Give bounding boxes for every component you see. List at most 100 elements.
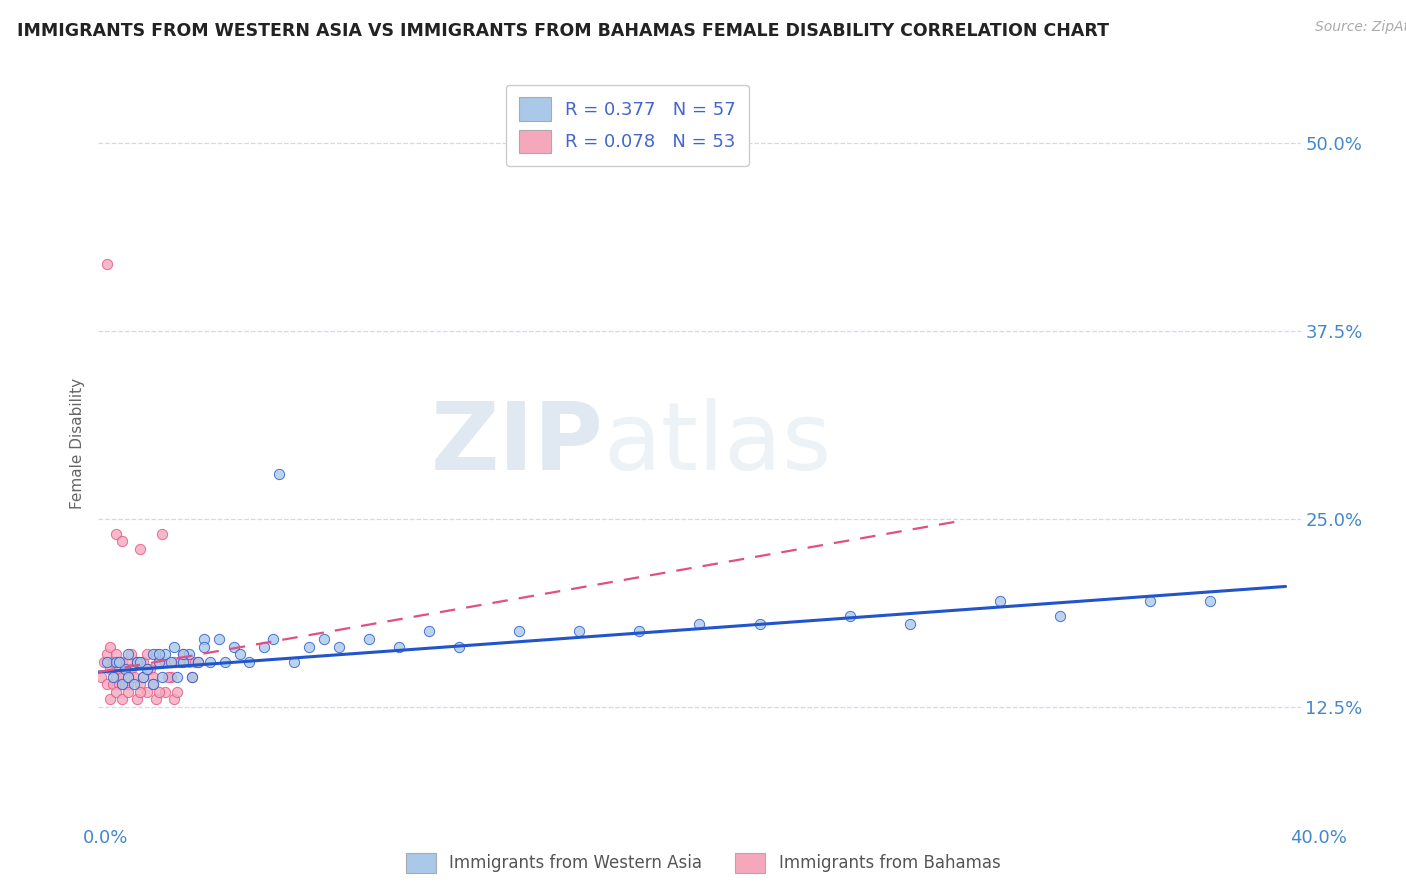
Point (135, 647, 157, 661)
Point (688, 617, 710, 632)
Point (222, 640, 245, 654)
Point (150, 527, 173, 541)
Point (105, 669, 128, 683)
Point (141, 677, 163, 691)
Point (193, 640, 215, 654)
Point (132, 655, 155, 669)
Point (96, 256, 118, 270)
Point (148, 647, 170, 661)
Point (283, 655, 305, 669)
Point (898, 617, 921, 632)
Point (187, 655, 209, 669)
Point (153, 684, 176, 698)
Y-axis label: Female Disability: Female Disability (70, 378, 86, 509)
Point (148, 655, 170, 669)
Point (214, 655, 236, 669)
Point (153, 655, 176, 669)
Point (108, 662, 131, 676)
Point (96, 655, 118, 669)
Point (166, 684, 188, 698)
Text: 0.0%: 0.0% (83, 829, 128, 847)
Point (127, 655, 149, 669)
Legend: R = 0.377   N = 57, R = 0.078   N = 53: R = 0.377 N = 57, R = 0.078 N = 53 (506, 85, 749, 166)
Point (193, 632, 215, 646)
Point (105, 527, 128, 541)
Point (117, 647, 139, 661)
Point (100, 692, 122, 706)
Point (177, 655, 200, 669)
Point (114, 662, 136, 676)
Point (132, 669, 155, 683)
Point (96, 647, 118, 661)
Point (172, 655, 194, 669)
Point (105, 655, 128, 669)
Point (508, 624, 530, 639)
Point (96, 677, 118, 691)
Point (418, 624, 440, 639)
Text: IMMIGRANTS FROM WESTERN ASIA VS IMMIGRANTS FROM BAHAMAS FEMALE DISABILITY CORREL: IMMIGRANTS FROM WESTERN ASIA VS IMMIGRAN… (17, 22, 1109, 40)
Point (838, 609, 860, 624)
Point (117, 655, 139, 669)
Point (121, 647, 143, 661)
Point (124, 669, 146, 683)
Point (162, 655, 184, 669)
Point (148, 684, 170, 698)
Point (108, 677, 131, 691)
Point (388, 640, 411, 654)
Point (166, 669, 188, 683)
Point (198, 655, 221, 669)
Point (108, 655, 131, 669)
Point (162, 640, 184, 654)
Point (162, 692, 184, 706)
Point (117, 669, 139, 683)
Point (187, 655, 209, 669)
Point (100, 640, 122, 654)
Point (1049, 609, 1071, 624)
Point (328, 640, 350, 654)
Point (127, 692, 149, 706)
Point (114, 677, 136, 691)
Point (105, 647, 128, 661)
Legend: Immigrants from Western Asia, Immigrants from Bahamas: Immigrants from Western Asia, Immigrants… (399, 847, 1007, 880)
Point (111, 692, 134, 706)
Point (208, 632, 231, 646)
Point (124, 677, 146, 691)
Point (90, 669, 112, 683)
Point (150, 669, 173, 683)
Text: ZIP: ZIP (430, 398, 603, 490)
Point (117, 677, 139, 691)
Point (177, 647, 200, 661)
Point (103, 677, 125, 691)
Point (568, 624, 591, 639)
Point (129, 541, 152, 556)
Point (117, 669, 139, 683)
Point (447, 640, 470, 654)
Point (129, 684, 152, 698)
Point (357, 632, 380, 646)
Point (1199, 594, 1222, 608)
Point (138, 662, 160, 676)
Point (172, 647, 194, 661)
Point (111, 677, 134, 691)
Point (127, 655, 149, 669)
Point (111, 669, 134, 683)
Point (988, 594, 1011, 608)
Point (148, 655, 170, 669)
Point (180, 669, 202, 683)
Point (103, 655, 125, 669)
Point (93, 655, 115, 669)
Point (132, 669, 155, 683)
Point (312, 632, 335, 646)
Text: 40.0%: 40.0% (1291, 829, 1347, 847)
Point (145, 647, 167, 661)
Point (253, 640, 276, 654)
Point (748, 617, 770, 632)
Point (135, 662, 157, 676)
Point (628, 624, 651, 639)
Point (267, 467, 290, 481)
Point (141, 647, 163, 661)
Point (117, 684, 139, 698)
Point (100, 662, 122, 676)
Point (105, 684, 128, 698)
Point (169, 655, 191, 669)
